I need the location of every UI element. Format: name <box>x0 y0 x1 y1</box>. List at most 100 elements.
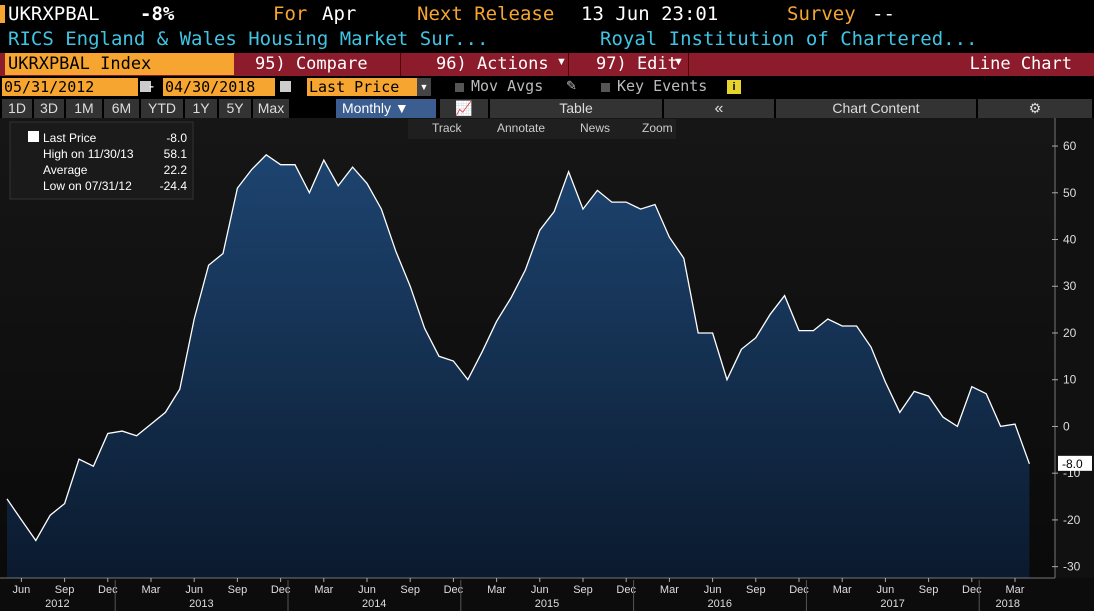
tool-1[interactable]: Annotate <box>497 121 545 135</box>
info-icon[interactable]: i <box>727 80 741 94</box>
axis-background <box>1055 118 1094 578</box>
y-tick-label: 20 <box>1063 326 1077 340</box>
period-button[interactable]: 6M <box>104 99 139 118</box>
stat-value: 58.1 <box>164 147 188 161</box>
frequency: Monthly <box>342 100 392 116</box>
menu-edit[interactable]: 97) Edit <box>596 54 678 74</box>
year-label: 2013 <box>189 598 213 610</box>
option-mov-avgs[interactable]: Mov Avgs <box>471 77 544 95</box>
period-button[interactable]: 1D <box>2 99 32 118</box>
year-label: 2014 <box>362 598 386 610</box>
field-select[interactable]: Last Price <box>307 78 417 96</box>
survey-label: Survey <box>787 3 856 25</box>
checkbox[interactable] <box>601 83 610 92</box>
x-tick-label: Mar <box>833 584 852 596</box>
period-button[interactable]: YTD <box>141 99 183 118</box>
x-tick-label: Dec <box>98 584 118 596</box>
view-label: Line Chart <box>969 54 1072 74</box>
dropdown-arrow: ▼ <box>673 56 684 68</box>
period-button[interactable]: 5Y <box>219 99 251 118</box>
change: -8% <box>140 3 175 25</box>
x-tick-label: Mar <box>1006 584 1025 596</box>
x-tick-label: Mar <box>142 584 161 596</box>
x-tick-label: Jun <box>185 584 203 596</box>
x-tick-label: Jun <box>704 584 722 596</box>
pencil-icon[interactable]: ✎ <box>566 78 577 93</box>
stats-box <box>9 121 194 200</box>
x-axis-background <box>0 578 1094 611</box>
table-button[interactable]: Table <box>490 99 662 118</box>
chart-icon-button[interactable]: 📈 <box>440 99 488 118</box>
last-price-label: -8.0 <box>1062 457 1083 471</box>
header-bar <box>0 0 1094 28</box>
x-tick-label: Sep <box>55 584 75 596</box>
last-price-tag <box>1058 455 1092 471</box>
x-tick-label: Sep <box>919 584 939 596</box>
legend-swatch <box>28 131 39 142</box>
release-label: Next Release <box>417 3 555 25</box>
chart: Track Annotate News Zoom6050403020100-10-20… <box>0 118 1094 611</box>
collapse-button[interactable]: « <box>664 99 774 118</box>
x-tick-label: Dec <box>962 584 982 596</box>
frequency-select[interactable]: Monthly ▼ <box>336 99 436 118</box>
y-tick-label: -20 <box>1063 513 1081 527</box>
x-tick-label: Jun <box>877 584 895 596</box>
stat-value: -24.4 <box>160 179 188 193</box>
divider <box>400 53 401 76</box>
source: Royal Institution of Chartered... <box>600 28 978 50</box>
x-tick-label: Sep <box>228 584 248 596</box>
period-button[interactable]: 3D <box>34 99 64 118</box>
security-box[interactable]: UKRXPBAL Index <box>5 53 234 75</box>
x-tick-label: Dec <box>444 584 464 596</box>
period-button[interactable]: Max <box>253 99 289 118</box>
year-label: 2016 <box>708 598 732 610</box>
tool-3[interactable]: Zoom <box>642 121 673 135</box>
tool-2[interactable]: News <box>580 121 610 135</box>
stat-label: Low on 07/31/12 <box>43 179 132 193</box>
year-label: 2018 <box>996 598 1020 610</box>
x-tick-label: Dec <box>616 584 636 596</box>
end-date[interactable]: 04/30/2018 <box>163 78 275 96</box>
option-key-events[interactable]: Key Events <box>617 77 708 95</box>
release-value: 13 Jun 23:01 <box>581 3 719 25</box>
x-tick-label: Dec <box>789 584 809 596</box>
divider <box>568 53 569 76</box>
chart-content-button[interactable]: Chart Content <box>776 99 976 118</box>
dropdown-arrow: ▼ <box>556 56 567 68</box>
for-label: For <box>273 3 308 25</box>
year-label: 2017 <box>880 598 904 610</box>
y-tick-label: -30 <box>1063 560 1081 574</box>
x-tick-label: Sep <box>573 584 593 596</box>
settings-button[interactable]: ⚙ <box>978 99 1092 118</box>
y-tick-label: 60 <box>1063 139 1077 153</box>
for-value: Apr <box>322 3 357 25</box>
price-line <box>6 154 1031 542</box>
period-button[interactable]: 1Y <box>185 99 217 118</box>
stat-label: Last Price <box>43 131 97 145</box>
start-date[interactable]: 05/31/2012 <box>2 78 138 96</box>
stat-label: High on 11/30/13 <box>43 147 134 161</box>
divider <box>688 53 689 76</box>
menu-compare[interactable]: 95) Compare <box>255 54 368 74</box>
tools-bar <box>408 119 676 139</box>
ticker: UKRXPBAL <box>8 3 100 25</box>
menu-actions[interactable]: 96) Actions <box>436 54 549 74</box>
tool-0[interactable]: Track <box>432 121 463 135</box>
x-tick-label: Sep <box>746 584 766 596</box>
marker <box>0 5 5 23</box>
dropdown-arrow[interactable]: ▼ <box>417 78 431 96</box>
survey-value: -- <box>872 3 895 25</box>
x-tick-label: Sep <box>400 584 420 596</box>
checkbox[interactable] <box>455 83 464 92</box>
stat-value: 22.2 <box>164 163 188 177</box>
x-tick-label: Mar <box>314 584 333 596</box>
calendar-icon[interactable] <box>280 81 291 92</box>
security-name: RICS England & Wales Housing Market Sur.… <box>8 28 489 50</box>
x-tick-label: Dec <box>271 584 291 596</box>
y-tick-label: 0 <box>1063 419 1070 433</box>
calendar-icon[interactable] <box>140 81 151 92</box>
x-tick-label: Jun <box>531 584 549 596</box>
period-button[interactable]: 1M <box>66 99 102 118</box>
y-tick-label: 50 <box>1063 186 1077 200</box>
